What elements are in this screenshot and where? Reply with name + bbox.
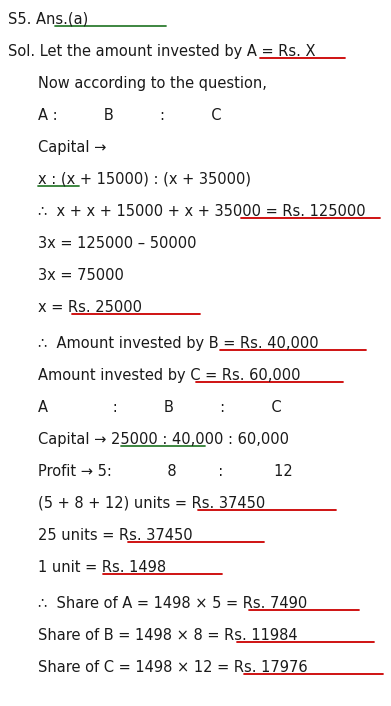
- Text: Amount invested by C = Rs. 60,000: Amount invested by C = Rs. 60,000: [38, 368, 301, 383]
- Text: Share of B = 1498 × 8 = Rs. 11984: Share of B = 1498 × 8 = Rs. 11984: [38, 628, 298, 643]
- Text: Capital →: Capital →: [38, 140, 106, 155]
- Text: ∴  Amount invested by B = Rs. 40,000: ∴ Amount invested by B = Rs. 40,000: [38, 336, 319, 351]
- Text: Capital → 25000 : 40,000 : 60,000: Capital → 25000 : 40,000 : 60,000: [38, 432, 289, 447]
- Text: 3x = 75000: 3x = 75000: [38, 268, 124, 283]
- Text: Now according to the question,: Now according to the question,: [38, 76, 267, 91]
- Text: 25 units = Rs. 37450: 25 units = Rs. 37450: [38, 528, 193, 543]
- Text: 1 unit = Rs. 1498: 1 unit = Rs. 1498: [38, 560, 166, 575]
- Text: Share of C = 1498 × 12 = Rs. 17976: Share of C = 1498 × 12 = Rs. 17976: [38, 660, 308, 675]
- Text: ∴  Share of A = 1498 × 5 = Rs. 7490: ∴ Share of A = 1498 × 5 = Rs. 7490: [38, 596, 307, 611]
- Text: x : (x + 15000) : (x + 35000): x : (x + 15000) : (x + 35000): [38, 172, 251, 187]
- Text: A              :          B          :          C: A : B : C: [38, 400, 282, 415]
- Text: Profit → 5:            8         :           12: Profit → 5: 8 : 12: [38, 464, 293, 479]
- Text: 3x = 125000 – 50000: 3x = 125000 – 50000: [38, 236, 197, 251]
- Text: Sol. Let the amount invested by A = Rs. X: Sol. Let the amount invested by A = Rs. …: [8, 44, 316, 59]
- Text: ∴  x + x + 15000 + x + 35000 = Rs. 125000: ∴ x + x + 15000 + x + 35000 = Rs. 125000: [38, 204, 366, 219]
- Text: (5 + 8 + 12) units = Rs. 37450: (5 + 8 + 12) units = Rs. 37450: [38, 496, 265, 511]
- Text: S5. Ans.(a): S5. Ans.(a): [8, 12, 88, 27]
- Text: x = Rs. 25000: x = Rs. 25000: [38, 300, 142, 315]
- Text: A :          B          :          C: A : B : C: [38, 108, 221, 123]
